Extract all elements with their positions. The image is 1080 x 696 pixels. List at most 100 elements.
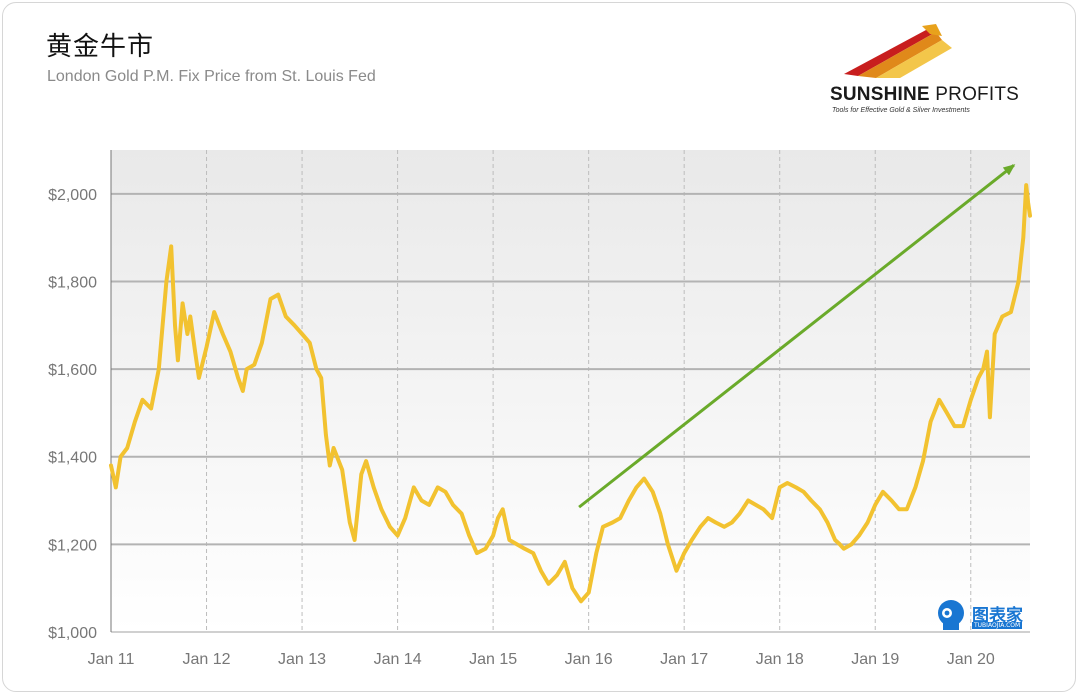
data-point bbox=[204, 345, 209, 349]
data-point bbox=[555, 573, 559, 577]
data-point bbox=[969, 398, 973, 402]
data-point bbox=[778, 485, 782, 489]
data-point bbox=[905, 507, 909, 511]
data-point bbox=[825, 520, 830, 525]
vertical-gridlines bbox=[206, 150, 972, 632]
data-point bbox=[324, 433, 328, 437]
data-point bbox=[714, 520, 718, 525]
data-point bbox=[1026, 201, 1030, 205]
data-point bbox=[849, 542, 854, 547]
data-point bbox=[722, 525, 726, 529]
data-point bbox=[579, 599, 583, 603]
data-point bbox=[140, 398, 145, 402]
data-point bbox=[241, 389, 245, 393]
data-point bbox=[483, 547, 488, 551]
data-point bbox=[119, 455, 123, 459]
data-point bbox=[833, 538, 837, 542]
data-point bbox=[372, 485, 376, 489]
data-point bbox=[328, 463, 332, 468]
trend-arrow bbox=[578, 164, 1016, 509]
data-point bbox=[738, 512, 742, 516]
data-point bbox=[794, 485, 798, 489]
data-point bbox=[634, 485, 639, 489]
data-point bbox=[1024, 183, 1028, 187]
data-point bbox=[539, 569, 543, 573]
data-point bbox=[396, 534, 400, 538]
y-tick-label: $1,800 bbox=[48, 274, 97, 291]
data-point bbox=[436, 485, 440, 489]
series-layer bbox=[109, 183, 1032, 604]
data-point bbox=[601, 525, 605, 529]
x-tick-labels: Jan 11 Jan 12 Jan 13 Jan 14 Jan 15 Jan 16 Jan … bbox=[88, 651, 995, 668]
data-point bbox=[403, 516, 407, 520]
data-point bbox=[587, 591, 591, 595]
data-point bbox=[193, 350, 197, 354]
data-point bbox=[353, 538, 357, 542]
data-point bbox=[881, 490, 885, 494]
data-point bbox=[284, 314, 288, 319]
data-point bbox=[981, 367, 985, 371]
data-point bbox=[1016, 279, 1021, 284]
y-tick-label: $1,400 bbox=[48, 450, 97, 467]
data-point bbox=[802, 490, 806, 494]
data-point bbox=[332, 446, 336, 450]
x-tick-label: Jan 18 bbox=[756, 651, 804, 668]
data-point bbox=[419, 498, 424, 503]
data-point bbox=[866, 520, 870, 525]
data-point bbox=[164, 279, 168, 284]
gold-price-line bbox=[109, 183, 1032, 604]
data-point bbox=[993, 332, 997, 336]
data-point bbox=[427, 503, 431, 507]
data-point bbox=[857, 534, 861, 538]
y-tick-label: $1,000 bbox=[48, 625, 97, 642]
x-tick-label: Jan 20 bbox=[947, 651, 995, 668]
data-point bbox=[149, 406, 153, 411]
data-point bbox=[651, 490, 655, 494]
x-tick-label: Jan 12 bbox=[183, 651, 231, 668]
data-point bbox=[610, 520, 615, 525]
chart-subtitle: London Gold P.M. Fix Price from St. Loui… bbox=[47, 68, 376, 85]
data-point bbox=[746, 498, 750, 503]
arrow-layer bbox=[578, 164, 1016, 509]
data-point bbox=[929, 420, 933, 424]
data-point bbox=[114, 485, 118, 489]
x-tick-label: Jan 13 bbox=[278, 651, 326, 668]
sunshine-profits-logo: SUNSHINE PROFITS Tools for Effective Gol… bbox=[818, 18, 1044, 122]
data-point bbox=[109, 463, 113, 468]
data-point bbox=[348, 520, 352, 525]
x-tick-label: Jan 16 bbox=[565, 651, 613, 668]
data-point bbox=[889, 498, 894, 503]
data-point bbox=[412, 485, 416, 489]
x-tick-label: Jan 14 bbox=[374, 651, 422, 668]
logo-swoosh-icon bbox=[844, 24, 952, 78]
data-point bbox=[897, 507, 901, 511]
data-point bbox=[228, 350, 232, 354]
data-point bbox=[838, 542, 842, 547]
data-point bbox=[236, 376, 240, 380]
y-tick-labels: $1,000 $1,200 $1,400 $1,600 $1,800 $2,000 bbox=[48, 187, 97, 642]
x-tick-label: Jan 15 bbox=[469, 651, 517, 668]
y-tick-label: $1,200 bbox=[48, 537, 97, 554]
x-tick-label: Jan 17 bbox=[660, 651, 708, 668]
chart-title: 黄金牛市 bbox=[46, 32, 155, 62]
data-point bbox=[507, 538, 511, 542]
data-point bbox=[988, 415, 992, 419]
data-point bbox=[308, 341, 312, 345]
data-point bbox=[359, 472, 363, 476]
data-point bbox=[785, 481, 790, 485]
data-point bbox=[921, 459, 925, 463]
logo-tagline: Tools for Effective Gold & Silver Invest… bbox=[832, 107, 970, 114]
data-point bbox=[340, 468, 344, 472]
data-point bbox=[594, 551, 598, 555]
data-point bbox=[221, 332, 225, 336]
data-point bbox=[460, 512, 464, 516]
data-point bbox=[809, 498, 813, 503]
data-point bbox=[491, 534, 495, 538]
data-point bbox=[245, 367, 249, 371]
data-point bbox=[523, 547, 527, 551]
data-point bbox=[379, 507, 383, 511]
data-point bbox=[276, 293, 280, 297]
data-point bbox=[252, 363, 256, 367]
x-tick-label: Jan 19 bbox=[851, 651, 899, 668]
data-point bbox=[125, 446, 129, 450]
